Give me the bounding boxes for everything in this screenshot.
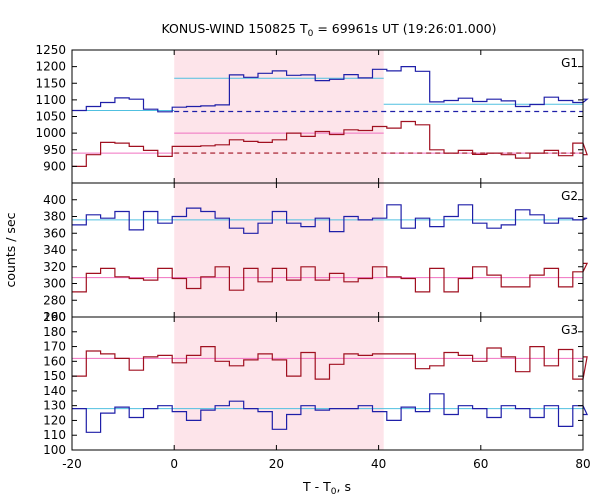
series-G2-0 [72, 204, 588, 234]
x-tick-label-80: 80 [575, 457, 590, 471]
y-tick-label-G1-1200: 1200 [35, 60, 66, 74]
y-tick-label-G1-1100: 1100 [35, 93, 66, 107]
y-tick-label-G1-1150: 1150 [35, 76, 66, 90]
y-tick-label-G2-400: 400 [43, 193, 66, 207]
y-tick-label-G3-160: 160 [43, 354, 66, 368]
y-tick-label-G3-130: 130 [43, 399, 66, 413]
y-tick-label-G2-300: 300 [43, 277, 66, 291]
y-tick-label-G3-150: 150 [43, 369, 66, 383]
y-tick-label-G3-170: 170 [43, 340, 66, 354]
y-tick-label-G2-360: 360 [43, 226, 66, 240]
y-tick-label-G3-140: 140 [43, 384, 66, 398]
series-G3-0 [72, 346, 588, 380]
y-tick-label-G2-380: 380 [43, 210, 66, 224]
y-tick-label-G2-260: 260 [43, 310, 66, 324]
y-tick-label-G1-1250: 1250 [35, 43, 66, 57]
y-tick-label-G1-1050: 1050 [35, 110, 66, 124]
y-tick-label-G3-120: 120 [43, 413, 66, 427]
panel-label-G3: G3 [561, 323, 578, 337]
y-tick-label-G3-190: 190 [43, 310, 66, 324]
panel-frame-G3 [71, 316, 584, 451]
y-tick-label-G1-950: 950 [43, 143, 66, 157]
series-G3-1 [72, 393, 589, 433]
panel-label-G2: G2 [561, 189, 578, 203]
y-tick-label-G2-320: 320 [43, 260, 66, 274]
chart-title: KONUS-WIND 150825 T0 = 69961s UT (19:26:… [161, 21, 496, 39]
x-tick-label-60: 60 [473, 457, 488, 471]
y-tick-label-G3-100: 100 [43, 443, 66, 457]
series-G1-0 [72, 66, 589, 113]
series-G1-1 [72, 120, 588, 167]
y-tick-label-G3-110: 110 [43, 428, 66, 442]
x-tick-label-40: 40 [371, 457, 386, 471]
y-tick-label-G3-180: 180 [43, 325, 66, 339]
x-tick-label--20: -20 [62, 457, 82, 471]
highlight-region [174, 50, 384, 450]
x-axis-label: T - T0, s [302, 479, 351, 497]
y-tick-label-G2-280: 280 [43, 293, 66, 307]
y-tick-label-G2-340: 340 [43, 243, 66, 257]
y-tick-label-G1-1000: 1000 [35, 126, 66, 140]
x-tick-label-0: 0 [170, 457, 178, 471]
x-tick-label-20: 20 [269, 457, 284, 471]
panel-label-G1: G1 [561, 56, 578, 70]
series-G2-1 [72, 262, 589, 293]
y-tick-label-G1-900: 900 [43, 159, 66, 173]
y-axis-label: counts / sec [3, 212, 18, 287]
